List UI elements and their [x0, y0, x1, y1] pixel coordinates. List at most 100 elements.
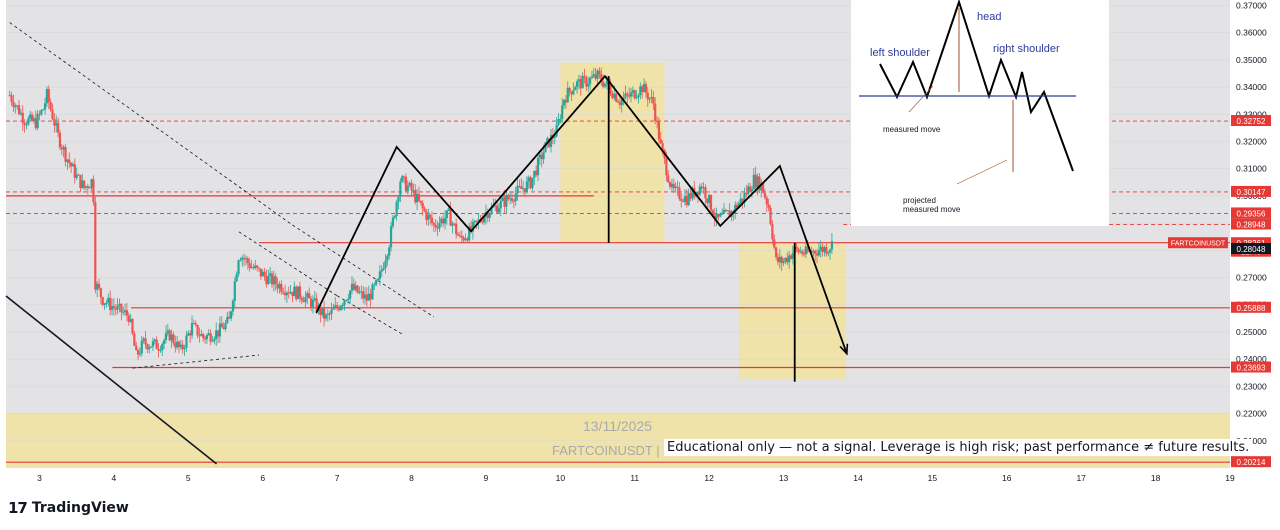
time-axis[interactable] — [0, 468, 1230, 488]
candle-body — [68, 159, 71, 163]
x-tick-label: 19 — [1225, 473, 1235, 483]
candle-body — [243, 257, 246, 260]
candle-body — [256, 265, 259, 268]
candle-body — [594, 74, 597, 79]
x-tick-label: 12 — [704, 473, 714, 483]
y-tick-label: 0.31000 — [1236, 164, 1267, 174]
candle-body — [451, 223, 454, 226]
x-tick-label: 10 — [556, 473, 566, 483]
candle-body — [92, 179, 95, 203]
candle-body — [652, 96, 655, 104]
candle-body — [728, 210, 731, 218]
candle-body — [760, 182, 763, 191]
candle-body — [773, 239, 776, 248]
candle-body — [276, 284, 279, 289]
candle-body — [322, 307, 326, 319]
candle-body — [775, 247, 778, 258]
candle-body — [507, 195, 510, 200]
candle-body — [86, 186, 89, 189]
candle-body — [801, 251, 804, 254]
candle-body — [408, 182, 411, 186]
candle-body — [350, 283, 354, 291]
candle-body — [445, 210, 448, 219]
label-right-shoulder: right shoulder — [993, 43, 1060, 55]
candle-body — [131, 319, 134, 334]
candle-body — [246, 258, 249, 264]
candle-body — [283, 292, 287, 296]
candle-body — [657, 121, 661, 140]
candle-body — [229, 311, 233, 319]
candle-body — [691, 187, 694, 199]
candle-body — [583, 75, 586, 78]
candle-body — [278, 283, 281, 289]
candle-body — [29, 114, 32, 119]
candle-body — [205, 335, 208, 340]
candle-body — [352, 283, 355, 290]
candle-body — [399, 181, 402, 197]
candle-body — [62, 147, 65, 150]
candle-body — [216, 330, 220, 337]
y-tick-label: 0.32000 — [1236, 136, 1267, 146]
candle-body — [650, 96, 653, 99]
candle-body — [49, 102, 52, 110]
candle-body — [717, 213, 720, 217]
candle-body — [257, 267, 261, 269]
candle-body — [447, 208, 450, 211]
candle-body — [646, 92, 649, 100]
candle-body — [523, 188, 527, 193]
candle-body — [66, 159, 69, 162]
candle-body — [655, 120, 659, 122]
diagram-pointer-projected — [956, 159, 1008, 185]
candle-body — [553, 136, 556, 139]
candle-body — [189, 333, 192, 336]
candle-body — [588, 78, 592, 84]
candle-body — [674, 186, 677, 189]
candle-body — [75, 174, 78, 178]
candle-body — [533, 170, 536, 178]
candle-body — [237, 260, 240, 275]
x-tick-label: 6 — [260, 473, 265, 483]
candle-body — [616, 101, 620, 103]
candle-body — [261, 271, 264, 277]
candle-body — [190, 323, 194, 336]
x-tick-label: 14 — [853, 473, 863, 483]
candle-body — [90, 179, 93, 188]
tradingview-logo[interactable]: 17 TradingView — [8, 499, 129, 517]
candle-body — [819, 246, 822, 251]
candle-body — [633, 90, 636, 99]
candle-body — [118, 303, 121, 306]
price-label-box — [1231, 207, 1271, 219]
candle-body — [209, 333, 212, 342]
candle-body — [605, 80, 608, 84]
candle-body — [311, 299, 315, 308]
candle-body — [77, 174, 80, 176]
candle-body — [192, 323, 195, 325]
candle-body — [754, 174, 757, 188]
candle-body — [38, 113, 41, 115]
candle-body — [274, 276, 277, 285]
candle-body — [295, 286, 298, 300]
candle-body — [239, 259, 242, 261]
candle-body — [298, 286, 302, 298]
candle-body — [309, 298, 313, 308]
candle-body — [21, 112, 24, 123]
x-tick-label: 9 — [484, 473, 489, 483]
candle-body — [112, 306, 115, 309]
candle-body — [391, 217, 395, 227]
candle-body — [388, 247, 391, 256]
candle-body — [676, 186, 679, 188]
price-label-text: 0.23693 — [1237, 364, 1266, 373]
candle-body — [376, 278, 380, 280]
candle-body — [42, 109, 45, 111]
candle-body — [231, 300, 235, 312]
price-label-box — [1231, 115, 1271, 127]
candle-body — [45, 89, 49, 104]
candle-body — [449, 208, 452, 226]
candle-body — [527, 177, 530, 182]
candle-body — [83, 180, 86, 188]
x-tick-label: 4 — [112, 473, 117, 483]
candle-body — [138, 353, 142, 355]
candle-body — [153, 339, 156, 342]
candle-body — [263, 271, 266, 277]
price-label-box — [1231, 218, 1271, 230]
